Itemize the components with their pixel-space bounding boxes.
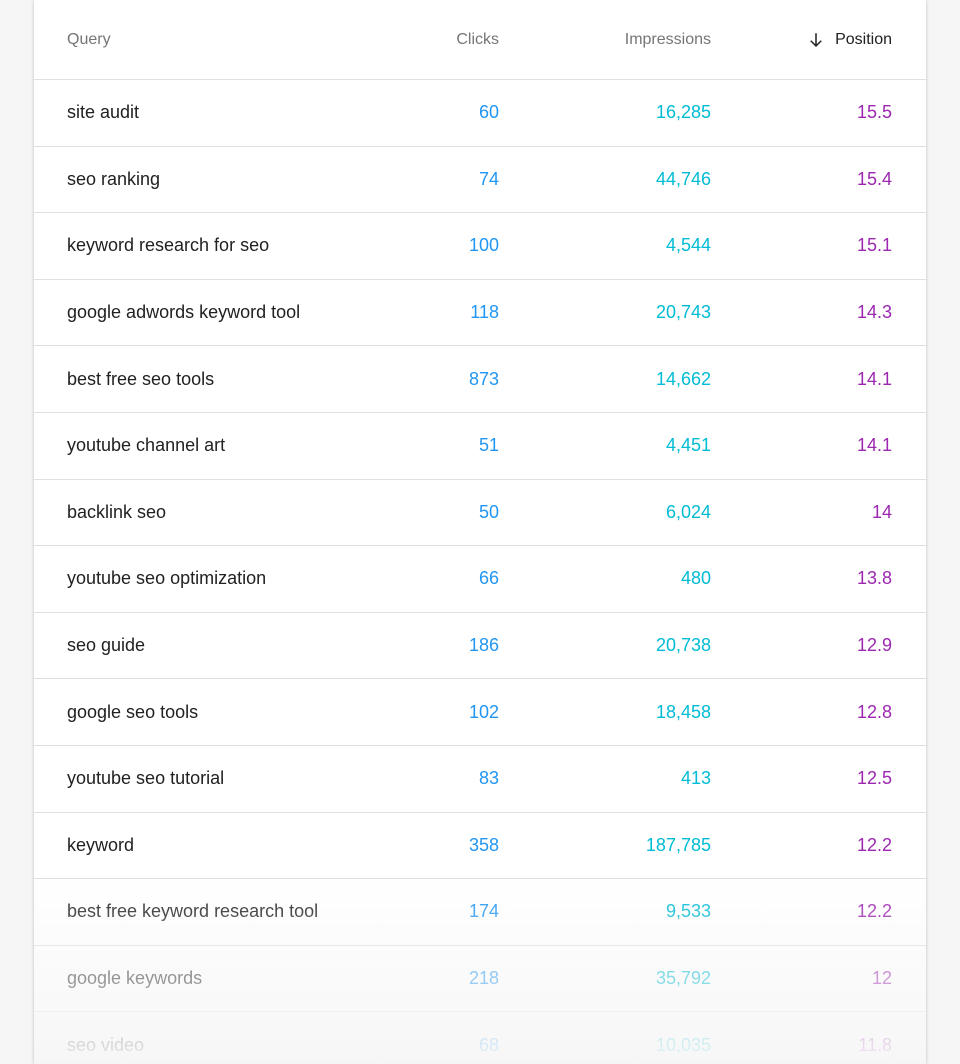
- position-cell: 12.2: [856, 834, 892, 855]
- column-header-position[interactable]: Position: [711, 31, 892, 49]
- clicks-cell: 50: [478, 501, 499, 522]
- table-row[interactable]: best free seo tools 873 14,662 14.1: [34, 346, 926, 413]
- table-row[interactable]: youtube channel art 51 4,451 14.1: [34, 413, 926, 480]
- column-header-position-label: Position: [835, 30, 892, 48]
- impressions-cell: 14,662: [655, 368, 711, 389]
- position-cell: 12.5: [856, 768, 892, 789]
- table-row[interactable]: keyword 358 187,785 12.2: [34, 813, 926, 880]
- query-cell: google seo tools: [67, 701, 199, 722]
- query-cell: seo guide: [67, 635, 146, 656]
- query-cell: youtube channel art: [67, 435, 226, 456]
- table-row[interactable]: backlink seo 50 6,024 14: [34, 480, 926, 547]
- table-row[interactable]: seo guide 186 20,738 12.9: [34, 613, 926, 680]
- table-row[interactable]: youtube seo tutorial 83 413 12.5: [34, 746, 926, 813]
- clicks-cell: 68: [478, 1034, 499, 1055]
- query-cell: seo video: [67, 1034, 145, 1055]
- query-cell: best free keyword research tool: [67, 901, 319, 922]
- clicks-cell: 358: [468, 834, 499, 855]
- query-cell: site audit: [67, 102, 140, 123]
- position-cell: 14.3: [856, 302, 892, 323]
- clicks-cell: 74: [478, 168, 499, 189]
- query-cell: seo ranking: [67, 168, 161, 189]
- table-row[interactable]: google adwords keyword tool 118 20,743 14.3: [34, 280, 926, 347]
- impressions-cell: 4,451: [665, 435, 711, 456]
- column-header-impressions[interactable]: Impressions: [624, 30, 711, 48]
- position-cell: 15.5: [856, 102, 892, 123]
- impressions-cell: 10,035: [655, 1034, 711, 1055]
- table-row[interactable]: google keywords 218 35,792 12: [34, 946, 926, 1013]
- impressions-cell: 20,743: [655, 302, 711, 323]
- clicks-cell: 51: [478, 435, 499, 456]
- impressions-cell: 6,024: [665, 501, 711, 522]
- position-cell: 13.8: [856, 568, 892, 589]
- arrow-down-icon: [810, 32, 822, 47]
- impressions-cell: 16,285: [655, 102, 711, 123]
- position-cell: 15.1: [856, 235, 892, 256]
- impressions-cell: 18,458: [655, 701, 711, 722]
- query-cell: youtube seo tutorial: [67, 768, 225, 789]
- position-cell: 12.2: [856, 901, 892, 922]
- position-cell: 15.4: [856, 168, 892, 189]
- clicks-cell: 60: [478, 102, 499, 123]
- position-cell: 14: [871, 501, 892, 522]
- impressions-cell: 4,544: [665, 235, 711, 256]
- column-header-query[interactable]: Query: [67, 30, 111, 48]
- table-row[interactable]: youtube seo optimization 66 480 13.8: [34, 546, 926, 613]
- query-table-card: Query Clicks Impressions Position site a…: [34, 0, 926, 1064]
- impressions-cell: 480: [680, 568, 711, 589]
- clicks-cell: 186: [468, 635, 499, 656]
- position-cell: 14.1: [856, 368, 892, 389]
- position-cell: 12.9: [856, 635, 892, 656]
- clicks-cell: 100: [468, 235, 499, 256]
- table-header: Query Clicks Impressions Position: [34, 0, 926, 80]
- table-row[interactable]: site audit 60 16,285 15.5: [34, 80, 926, 147]
- clicks-cell: 66: [478, 568, 499, 589]
- position-cell: 12.8: [856, 701, 892, 722]
- impressions-cell: 187,785: [645, 834, 711, 855]
- query-cell: best free seo tools: [67, 368, 215, 389]
- clicks-cell: 873: [468, 368, 499, 389]
- clicks-cell: 174: [468, 901, 499, 922]
- position-cell: 14.1: [856, 435, 892, 456]
- impressions-cell: 413: [680, 768, 711, 789]
- clicks-cell: 83: [478, 768, 499, 789]
- column-header-clicks[interactable]: Clicks: [456, 30, 499, 48]
- table-row[interactable]: best free keyword research tool 174 9,533 1…: [34, 879, 926, 946]
- query-cell: google keywords: [67, 968, 203, 989]
- impressions-cell: 20,738: [655, 635, 711, 656]
- clicks-cell: 218: [468, 968, 499, 989]
- clicks-cell: 102: [468, 701, 499, 722]
- table-row[interactable]: seo ranking 74 44,746 15.4: [34, 147, 926, 214]
- position-cell: 12: [871, 968, 892, 989]
- position-cell: 11.8: [858, 1034, 892, 1055]
- impressions-cell: 44,746: [655, 168, 711, 189]
- table-row[interactable]: seo video 68 10,035 11.8: [34, 1012, 926, 1064]
- query-cell: keyword research for seo: [67, 235, 270, 256]
- query-cell: backlink seo: [67, 501, 167, 522]
- table-row[interactable]: google seo tools 102 18,458 12.8: [34, 679, 926, 746]
- query-cell: youtube seo optimization: [67, 568, 267, 589]
- impressions-cell: 35,792: [655, 968, 711, 989]
- clicks-cell: 118: [470, 302, 499, 323]
- impressions-cell: 9,533: [665, 901, 711, 922]
- table-body: site audit 60 16,285 15.5 seo ranking 74 44,74…: [34, 80, 926, 1064]
- table-row[interactable]: keyword research for seo 100 4,544 15.1: [34, 213, 926, 280]
- query-cell: keyword: [67, 834, 135, 855]
- query-cell: google adwords keyword tool: [67, 302, 301, 323]
